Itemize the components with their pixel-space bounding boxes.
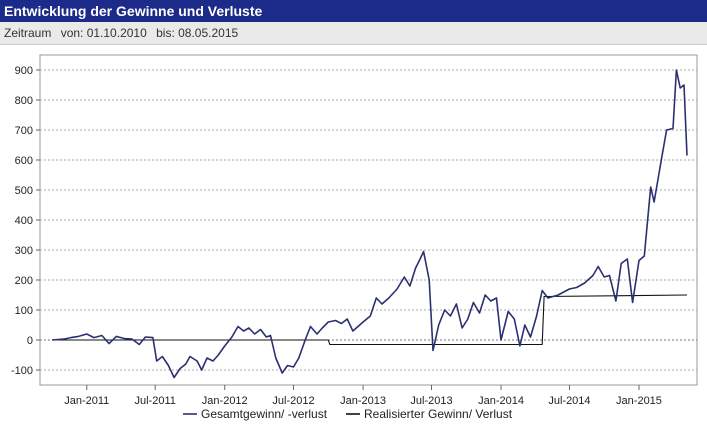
y-tick-label: 300 [15,245,33,257]
period-bar: Zeitraum von: 01.10.2010 bis: 08.05.2015 [0,22,707,44]
chart-title: Entwicklung der Gewinne und Verluste [4,3,263,19]
period-from: von: 01.10.2010 [60,26,147,40]
x-tick-label: Jan-2013 [340,395,386,407]
period-label: Zeitraum [4,26,52,40]
chart-title-bar: Entwicklung der Gewinne und Verluste [0,0,707,22]
x-tick-label: Jan-2014 [478,395,524,407]
x-tick-label: Jul-2012 [272,395,314,407]
series-line-gesamtgewinn [51,69,688,379]
y-tick-label: 800 [15,95,33,107]
y-tick-label: 0 [27,335,33,347]
chart-panel: -100 0 100 200 300 400 500 600 700 800 900 Jan-2011… [0,44,707,425]
y-tick-label: -100 [11,365,33,377]
y-tick-label: 700 [15,125,33,137]
x-tick-label: Jan-2011 [64,395,109,407]
x-tick-label: Jul-2013 [410,395,452,407]
series-line-realisiert [52,294,688,346]
x-tick-label: Jul-2011 [134,395,175,407]
y-tick-label: 500 [15,185,33,197]
legend-item-gesamtgewinn-label: Gesamtgewinn/ -verlust [201,407,328,421]
x-tick-label: Jan-2012 [202,395,248,407]
x-tick-label: Jul-2014 [548,395,590,407]
profit-loss-chart: -100 0 100 200 300 400 500 600 700 800 900 Jan-2011… [11,54,698,421]
y-tick-label: 400 [15,215,33,227]
y-tick-label: 200 [15,275,33,287]
y-tick-label: 100 [15,305,33,317]
legend-item-realisiert-label: Realisierter Gewinn/ Verlust [364,407,513,421]
y-tick-label: 900 [15,65,33,77]
period-to: bis: 08.05.2015 [156,26,239,40]
x-tick-label: Jan-2015 [616,395,662,407]
y-tick-label: 600 [15,155,33,167]
